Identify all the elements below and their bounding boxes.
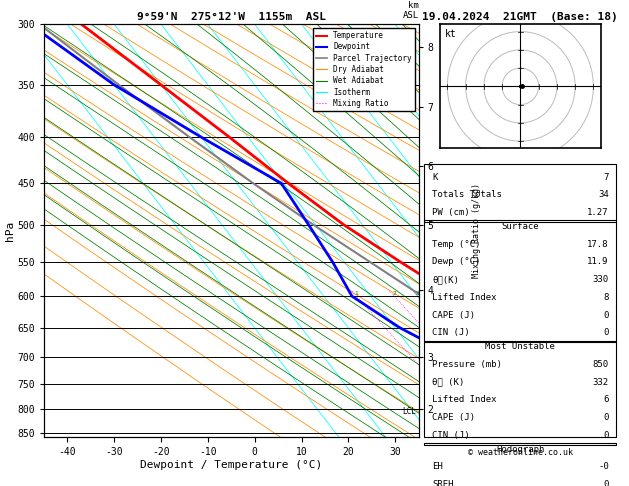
Text: 7: 7 xyxy=(603,173,609,181)
Text: Most Unstable: Most Unstable xyxy=(486,342,555,351)
Text: 2: 2 xyxy=(392,291,396,296)
Text: CAPE (J): CAPE (J) xyxy=(432,311,475,320)
Text: 11.9: 11.9 xyxy=(587,257,609,266)
Text: PW (cm): PW (cm) xyxy=(432,208,470,217)
Text: Surface: Surface xyxy=(501,222,539,231)
Text: 0: 0 xyxy=(603,431,609,440)
Text: K: K xyxy=(432,173,437,181)
Text: θᴄ (K): θᴄ (K) xyxy=(432,378,464,386)
Text: CIN (J): CIN (J) xyxy=(432,431,470,440)
Legend: Temperature, Dewpoint, Parcel Trajectory, Dry Adiabat, Wet Adiabat, Isotherm, Mi: Temperature, Dewpoint, Parcel Trajectory… xyxy=(313,28,415,111)
Text: SREH: SREH xyxy=(432,480,454,486)
Text: -0: -0 xyxy=(598,462,609,471)
Y-axis label: Mixing Ratio (g/kg): Mixing Ratio (g/kg) xyxy=(472,183,481,278)
Text: Pressure (mb): Pressure (mb) xyxy=(432,360,502,369)
Text: Totals Totals: Totals Totals xyxy=(432,190,502,199)
Text: 1.27: 1.27 xyxy=(587,208,609,217)
Text: CIN (J): CIN (J) xyxy=(432,329,470,337)
Title: 9°59'N  275°12'W  1155m  ASL: 9°59'N 275°12'W 1155m ASL xyxy=(137,12,326,22)
Text: km
ASL: km ASL xyxy=(403,1,419,20)
Text: 0: 0 xyxy=(603,329,609,337)
X-axis label: Dewpoint / Temperature (°C): Dewpoint / Temperature (°C) xyxy=(140,460,323,470)
Text: 0: 0 xyxy=(603,480,609,486)
Text: 330: 330 xyxy=(593,275,609,284)
Text: 34: 34 xyxy=(598,190,609,199)
Text: Hodograph: Hodograph xyxy=(496,445,545,453)
Text: Temp (°C): Temp (°C) xyxy=(432,240,481,248)
Text: 6: 6 xyxy=(603,395,609,404)
Text: θᴄ(K): θᴄ(K) xyxy=(432,275,459,284)
Text: 3: 3 xyxy=(416,291,420,296)
Text: 1: 1 xyxy=(355,291,359,296)
Text: Lifted Index: Lifted Index xyxy=(432,293,496,302)
Text: 8: 8 xyxy=(603,293,609,302)
Text: EH: EH xyxy=(432,462,443,471)
Text: 850: 850 xyxy=(593,360,609,369)
Text: CAPE (J): CAPE (J) xyxy=(432,413,475,422)
Text: 332: 332 xyxy=(593,378,609,386)
Text: Lifted Index: Lifted Index xyxy=(432,395,496,404)
Y-axis label: hPa: hPa xyxy=(4,221,14,241)
Text: Dewp (°C): Dewp (°C) xyxy=(432,257,481,266)
Title: 19.04.2024  21GMT  (Base: 18): 19.04.2024 21GMT (Base: 18) xyxy=(423,12,618,22)
Text: 0: 0 xyxy=(603,311,609,320)
Text: 0: 0 xyxy=(603,413,609,422)
Text: LCL: LCL xyxy=(403,407,416,416)
Text: 17.8: 17.8 xyxy=(587,240,609,248)
Text: © weatheronline.co.uk: © weatheronline.co.uk xyxy=(468,448,573,457)
Text: kt: kt xyxy=(445,29,457,39)
